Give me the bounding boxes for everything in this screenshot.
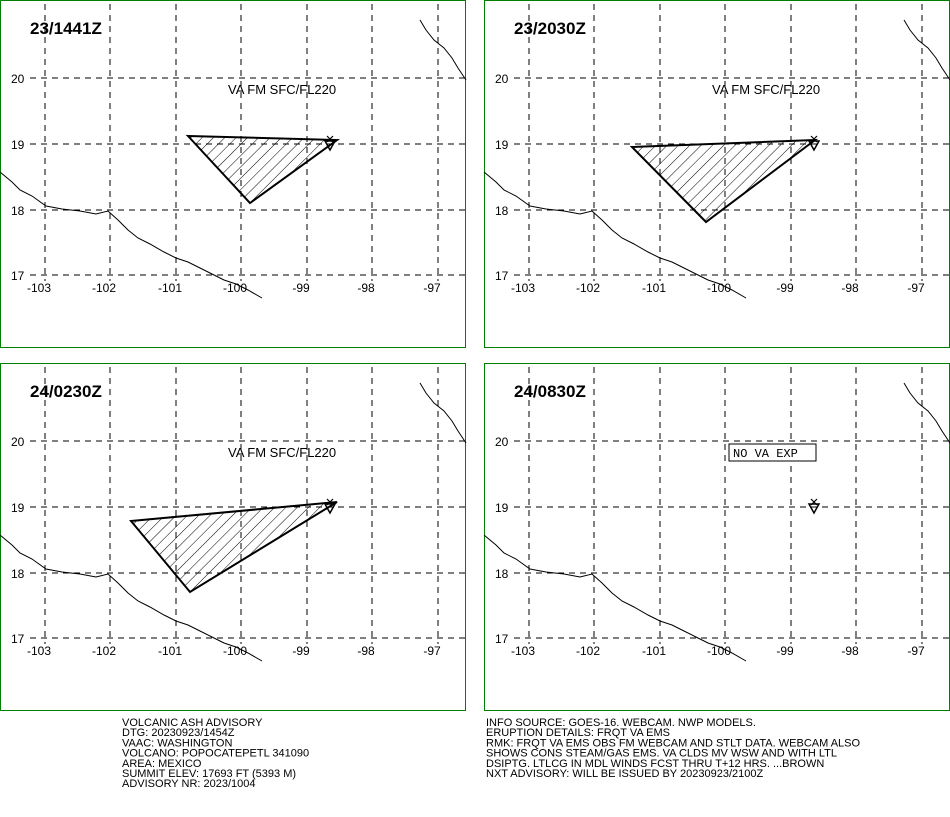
advisory-line: DSIPTG. LTLCG IN MDL WINDS FCST THRU T+1… bbox=[486, 758, 824, 770]
lat-label: 17 bbox=[495, 632, 509, 646]
lat-label: 20 bbox=[11, 72, 25, 86]
volcano-symbol bbox=[807, 503, 821, 515]
lon-label: -97 bbox=[423, 644, 441, 658]
coastline bbox=[903, 382, 950, 444]
label-box bbox=[728, 443, 817, 462]
lon-label: -103 bbox=[511, 644, 535, 658]
advisory-line: AREA: MEXICO bbox=[122, 758, 202, 770]
lat-label: 18 bbox=[11, 204, 25, 218]
lon-label: -97 bbox=[907, 644, 925, 658]
lon-label: -103 bbox=[27, 281, 51, 295]
lon-label: -102 bbox=[576, 644, 600, 658]
lat-label: 17 bbox=[495, 269, 509, 283]
va-label: VA FM SFC/FL220 bbox=[228, 82, 336, 97]
coastline bbox=[483, 171, 747, 299]
lon-label: -98 bbox=[357, 644, 375, 658]
advisory-line: DTG: 20230923/1454Z bbox=[122, 727, 235, 739]
no-va-label: NO VA EXP bbox=[733, 447, 798, 461]
lat-label: 18 bbox=[495, 204, 509, 218]
map-panel: 20 19 18 17-103 -102 -101 -100 -99 -98 -97 VA FM S… bbox=[0, 363, 467, 711]
lat-label: 19 bbox=[495, 138, 509, 152]
lon-label: -101 bbox=[642, 281, 666, 295]
valid-time: 24/0830Z bbox=[514, 382, 586, 401]
map-panel: 20 19 18 17-103 -102 -101 -100 -99 -98 -97 NO VA E… bbox=[483, 363, 950, 711]
lon-label: -102 bbox=[576, 281, 600, 295]
lon-label: -98 bbox=[841, 281, 859, 295]
advisory-line: RMK: FRQT VA EMS OBS FM WEBCAM AND STLT … bbox=[486, 737, 860, 749]
lon-label: -98 bbox=[357, 281, 375, 295]
lon-label: -100 bbox=[707, 644, 731, 658]
lon-label: -99 bbox=[776, 644, 794, 658]
va-label: VA FM SFC/FL220 bbox=[712, 82, 820, 97]
volcano-symbol bbox=[807, 140, 821, 152]
volcano-mark bbox=[810, 135, 818, 143]
advisory-line: VOLCANO: POPOCATEPETL 341090 bbox=[122, 748, 309, 760]
lon-label: -102 bbox=[92, 644, 116, 658]
coastline bbox=[419, 382, 467, 444]
ash-area bbox=[629, 138, 819, 224]
lat-label: 19 bbox=[11, 501, 25, 515]
panel-border bbox=[484, 363, 950, 711]
advisory-line: VAAC: WASHINGTON bbox=[122, 737, 232, 749]
lat-label: 20 bbox=[495, 435, 509, 449]
coastline bbox=[903, 19, 950, 81]
advisory-line: SHOWS CONS STEAM/GAS EMS. VA CLDS MV WSW… bbox=[486, 748, 837, 760]
valid-time: 23/1441Z bbox=[30, 19, 102, 38]
lon-label: -100 bbox=[223, 644, 247, 658]
lat-label: 17 bbox=[11, 632, 25, 646]
volcano-symbol bbox=[323, 503, 337, 515]
volcano-mark bbox=[326, 135, 334, 143]
volcano-mark bbox=[810, 498, 818, 506]
lon-label: -97 bbox=[907, 281, 925, 295]
coastline bbox=[483, 534, 747, 662]
advisory-line: ERUPTION DETAILS: FRQT VA EMS bbox=[486, 727, 670, 739]
map-panel: 20 19 18 17-103 -102 -101 -100 -99 -98 -97 VA FM S… bbox=[0, 0, 467, 348]
advisory-line: VOLCANIC ASH ADVISORY bbox=[122, 717, 263, 729]
panel-border bbox=[0, 0, 466, 348]
lon-label: -100 bbox=[707, 281, 731, 295]
volcano-mark bbox=[326, 498, 334, 506]
lat-label: 18 bbox=[495, 567, 509, 581]
lon-label: -101 bbox=[642, 644, 666, 658]
lon-label: -99 bbox=[776, 281, 794, 295]
valid-time: 24/0230Z bbox=[30, 382, 102, 401]
lat-label: 20 bbox=[11, 435, 25, 449]
advisory-line: SUMMIT ELEV: 17693 FT (5393 M) bbox=[122, 768, 296, 780]
advisory-line: INFO SOURCE: GOES-16. WEBCAM. NWP MODELS… bbox=[486, 717, 756, 729]
valid-time: 23/2030Z bbox=[514, 19, 586, 38]
advisory-line: NXT ADVISORY: WILL BE ISSUED BY 20230923… bbox=[486, 768, 763, 780]
lon-label: -99 bbox=[292, 644, 310, 658]
lon-label: -101 bbox=[158, 281, 182, 295]
coastline bbox=[0, 171, 263, 299]
coastline bbox=[419, 19, 467, 81]
lon-label: -103 bbox=[27, 644, 51, 658]
lon-label: -101 bbox=[158, 644, 182, 658]
map-panel: 20 19 18 17-103 -102 -101 -100 -99 -98 -97 VA FM S… bbox=[483, 0, 950, 348]
lon-label: -103 bbox=[511, 281, 535, 295]
lat-label: 19 bbox=[11, 138, 25, 152]
lon-label: -100 bbox=[223, 281, 247, 295]
advisory-line: ADVISORY NR: 2023/1004 bbox=[122, 778, 256, 790]
lat-label: 19 bbox=[495, 501, 509, 515]
lon-label: -98 bbox=[841, 644, 859, 658]
ash-area bbox=[129, 501, 338, 594]
lat-label: 20 bbox=[495, 72, 509, 86]
lon-label: -99 bbox=[292, 281, 310, 295]
ash-area bbox=[185, 134, 340, 205]
lat-label: 17 bbox=[11, 269, 25, 283]
coastline bbox=[0, 534, 263, 662]
lon-label: -97 bbox=[423, 281, 441, 295]
panel-border bbox=[0, 363, 466, 711]
lat-label: 18 bbox=[11, 567, 25, 581]
lon-label: -102 bbox=[92, 281, 116, 295]
va-label: VA FM SFC/FL220 bbox=[228, 445, 336, 460]
volcano-symbol bbox=[323, 140, 337, 152]
